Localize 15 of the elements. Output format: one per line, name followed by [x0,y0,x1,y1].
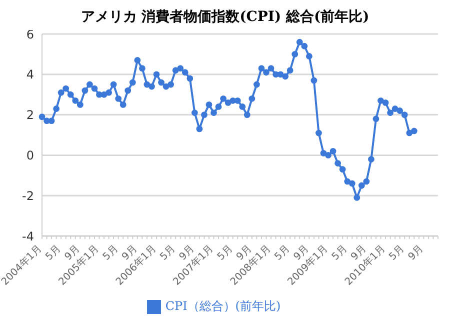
x-tick-label: 5月 [272,243,292,263]
x-tick-label: 5月 [44,243,64,263]
x-tick-label: 5月 [158,243,178,263]
x-tick-label: 9月 [406,243,426,263]
y-tick-label: 2 [26,108,34,122]
chart-title: アメリカ 消費者物価指数(CPI) 総合(前年比) [80,9,370,25]
legend-label: CPI（総合）(前年比) [165,299,281,313]
y-tick-label: -4 [22,229,34,244]
x-tick-label: 5月 [330,243,350,263]
x-tick-label: 5月 [101,243,120,263]
y-tick-label: 4 [26,68,34,82]
y-tick-label: -2 [22,188,34,203]
x-tick-label: 5月 [387,243,407,263]
y-tick-label: 0 [26,148,34,162]
x-tick-label: 5月 [216,243,235,263]
